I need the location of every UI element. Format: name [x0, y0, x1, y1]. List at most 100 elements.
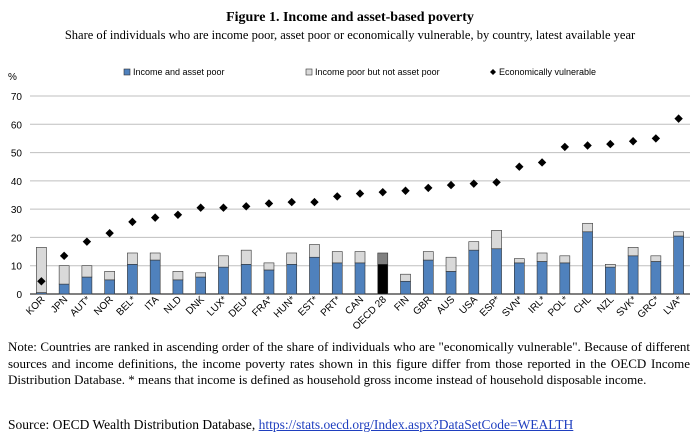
- bar-income-poor-not-asset-poor: [263, 262, 275, 271]
- bar-income-and-asset-poor: [422, 259, 434, 295]
- source-link[interactable]: https://stats.oecd.org/Index.aspx?DataSe…: [258, 417, 574, 432]
- x-tick-label: AUS: [435, 294, 458, 317]
- x-tick-label: NOR: [92, 294, 116, 318]
- x-tick-label: LVA*: [662, 294, 685, 317]
- bar-income-poor-not-asset-poor: [445, 256, 457, 272]
- marker-economically-vulnerable: [37, 277, 46, 286]
- bar-income-poor-not-asset-poor: [240, 249, 252, 265]
- bar-income-and-asset-poor: [195, 276, 206, 295]
- bar-income-and-asset-poor: [605, 266, 616, 295]
- bar-income-poor-not-asset-poor: [559, 255, 571, 264]
- bar-income-and-asset-poor: [400, 280, 411, 295]
- bar-income-and-asset-poor: [58, 283, 70, 295]
- bar-income-poor-not-asset-poor: [354, 251, 366, 264]
- bar-income-and-asset-poor: [149, 259, 161, 295]
- marker-economically-vulnerable: [242, 202, 251, 211]
- x-tick-label: BEL*: [115, 294, 139, 318]
- marker-economically-vulnerable: [446, 180, 456, 190]
- bar-income-poor-not-asset-poor: [172, 271, 184, 281]
- legend-label: Income and asset poor: [133, 67, 225, 77]
- marker-economically-vulnerable: [219, 203, 228, 212]
- marker-economically-vulnerable: [674, 114, 683, 123]
- bar-income-and-asset-poor: [104, 279, 115, 295]
- bar-income-poor-not-asset-poor: [195, 272, 206, 278]
- marker-economically-vulnerable: [196, 203, 205, 212]
- legend-swatch: [123, 68, 131, 76]
- bar-income-poor-not-asset-poor: [468, 241, 480, 251]
- marker-economically-vulnerable: [651, 134, 661, 143]
- bar-income-poor-not-asset-poor: [377, 252, 389, 265]
- figure-title: Figure 1. Income and asset-based poverty: [226, 10, 474, 25]
- y-tick-label: 40: [11, 177, 23, 188]
- marker-economically-vulnerable: [150, 213, 160, 222]
- legend-swatch: [305, 68, 313, 76]
- bar-income-poor-not-asset-poor: [491, 230, 502, 250]
- x-tick-label: ESP*: [478, 294, 503, 319]
- bar-income-poor-not-asset-poor: [582, 222, 593, 233]
- bar-income-and-asset-poor: [240, 264, 252, 295]
- marker-economically-vulnerable: [515, 162, 524, 171]
- bar-income-poor-not-asset-poor: [673, 231, 684, 237]
- vulnerable-markers: [37, 114, 683, 286]
- y-tick-label: 60: [11, 120, 23, 131]
- marker-economically-vulnerable: [492, 178, 501, 187]
- figure-note: Note: Countries are ranked in ascending …: [8, 339, 690, 387]
- x-tick-label: KOR: [24, 294, 47, 317]
- bar-income-poor-not-asset-poor: [650, 255, 662, 262]
- bar-income-and-asset-poor: [650, 261, 662, 295]
- bar-income-poor-not-asset-poor: [331, 251, 343, 264]
- bar-income-poor-not-asset-poor: [104, 271, 115, 281]
- x-tick-label: DEU*: [227, 294, 253, 320]
- marker-economically-vulnerable: [287, 197, 296, 207]
- bar-income-poor-not-asset-poor: [218, 255, 229, 268]
- grid-lines: [30, 95, 690, 267]
- marker-economically-vulnerable: [128, 217, 137, 227]
- marker-economically-vulnerable: [560, 142, 570, 152]
- x-tick-label: FRA*: [250, 294, 275, 319]
- bar-income-poor-not-asset-poor: [605, 264, 616, 268]
- marker-economically-vulnerable: [537, 158, 547, 167]
- marker-economically-vulnerable: [424, 183, 433, 193]
- y-tick-label: 10: [11, 262, 23, 273]
- bar-income-poor-not-asset-poor: [149, 252, 161, 261]
- marker-economically-vulnerable: [628, 137, 638, 146]
- bar-income-and-asset-poor: [263, 269, 275, 295]
- x-tick-label: NZL: [595, 294, 616, 315]
- x-tick-label: SVN*: [500, 294, 525, 319]
- y-tick-label: 50: [11, 149, 23, 160]
- bar-income-and-asset-poor: [514, 262, 525, 295]
- bar-income-poor-not-asset-poor: [81, 265, 93, 278]
- bar-income-and-asset-poor: [331, 262, 343, 295]
- x-tick-label: HUN*: [272, 294, 298, 320]
- x-tick-label: JPN: [49, 294, 70, 315]
- bar-income-poor-not-asset-poor: [514, 258, 525, 264]
- bar-income-and-asset-poor: [127, 264, 138, 295]
- bar-income-and-asset-poor: [582, 231, 593, 295]
- legend-label: Income poor but not asset poor: [315, 67, 440, 77]
- x-tick-label: CHL: [572, 294, 594, 316]
- bar-income-and-asset-poor: [445, 271, 457, 295]
- bar-income-poor-not-asset-poor: [36, 247, 47, 293]
- bar-income-and-asset-poor: [673, 235, 684, 295]
- marker-economically-vulnerable: [59, 251, 69, 261]
- marker-economically-vulnerable: [264, 199, 274, 208]
- x-tick-label: IRL*: [527, 294, 549, 316]
- marker-economically-vulnerable: [355, 189, 365, 198]
- bar-income-and-asset-poor: [81, 276, 93, 295]
- x-tick-label: SVK*: [615, 294, 640, 319]
- bar-income-and-asset-poor: [468, 249, 480, 295]
- x-tick-label: LUX*: [205, 294, 229, 318]
- bar-income-and-asset-poor: [627, 255, 639, 295]
- x-tick-label: GBR: [411, 294, 434, 317]
- marker-economically-vulnerable: [378, 187, 387, 197]
- marker-economically-vulnerable: [401, 186, 410, 195]
- marker-economically-vulnerable: [606, 139, 615, 149]
- marker-economically-vulnerable: [583, 141, 592, 150]
- bar-income-and-asset-poor: [172, 279, 184, 295]
- figure-source: Source: OECD Wealth Distribution Databas…: [8, 417, 698, 433]
- y-axis-unit: %: [8, 72, 17, 83]
- y-tick-label: 30: [11, 205, 23, 216]
- marker-economically-vulnerable: [82, 237, 92, 246]
- x-tick-label: POL*: [546, 294, 571, 319]
